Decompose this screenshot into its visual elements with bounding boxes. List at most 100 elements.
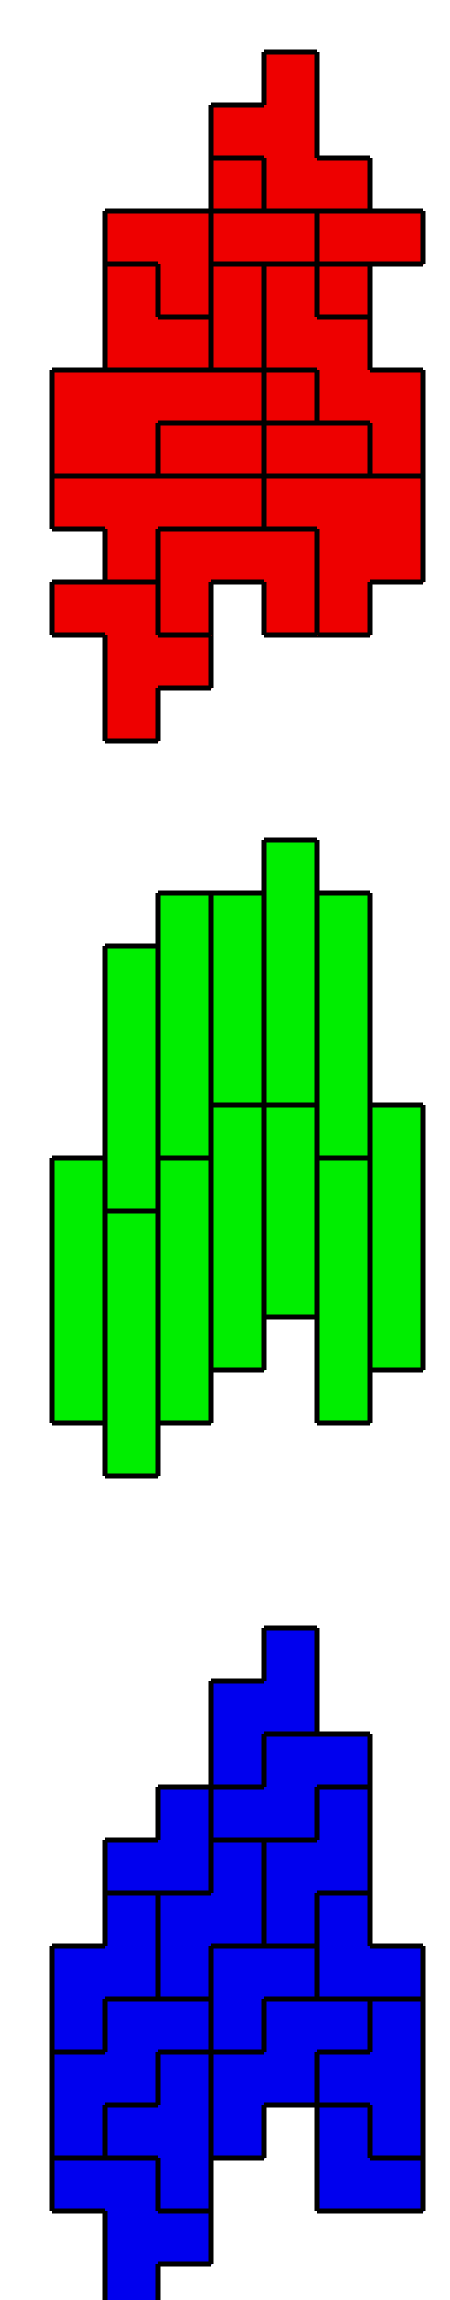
tile-cell (317, 582, 371, 636)
tile-cell (52, 476, 106, 530)
tile-cell (317, 1999, 371, 2053)
tile-cell (317, 158, 371, 212)
tile-cell (370, 1946, 424, 2000)
tile-cell (317, 1840, 371, 1894)
tile-cell (317, 1105, 371, 1159)
tile-cell (264, 1946, 318, 2000)
tile-cell (317, 211, 371, 265)
tile-cell (370, 529, 424, 583)
tile-cell (158, 582, 212, 636)
tile-cell (52, 423, 106, 477)
tile-cell (317, 1787, 371, 1841)
tile-cell (105, 1893, 159, 1947)
tile-cell (264, 370, 318, 424)
green-tiling-piece-9 (261, 1102, 320, 1320)
tile-cell (317, 476, 371, 530)
tile-cell (105, 370, 159, 424)
tile-cell (158, 2105, 212, 2159)
tile-cell (105, 1840, 159, 1894)
tile-cell (211, 1052, 265, 1106)
tile-cell (317, 1946, 371, 2000)
green-tiling-piece-2 (102, 943, 161, 1214)
tile-cell (158, 1158, 212, 1212)
tile-cell (52, 1999, 106, 2053)
tile-cell (211, 529, 265, 583)
tile-cell (211, 264, 265, 318)
green-tiling-piece-4 (155, 890, 214, 1161)
tile-cell (317, 1734, 371, 1788)
tile-cell (105, 1158, 159, 1212)
tile-cell (264, 1628, 318, 1682)
tile-cell (317, 1317, 371, 1371)
tile-cell (158, 1370, 212, 1424)
tile-cell (370, 1317, 424, 1371)
piece-outline (314, 2102, 426, 2214)
tile-cell (370, 423, 424, 477)
tile-cell (105, 2211, 159, 2265)
tile-cell (105, 688, 159, 742)
green-tiling-panel (49, 837, 426, 1479)
tile-cell (158, 264, 212, 318)
tile-cell (264, 211, 318, 265)
tile-cell (370, 211, 424, 265)
tile-cell (211, 1158, 265, 1212)
tile-cell (52, 1317, 106, 1371)
tile-cell (264, 1734, 318, 1788)
tile-cell (211, 1105, 265, 1159)
green-tiling-piece-5 (155, 1155, 214, 1426)
red-tiling-piece-14 (155, 526, 320, 638)
tile-cell (264, 840, 318, 894)
tile-cell (211, 423, 265, 477)
tile-cell (158, 1946, 212, 2000)
tile-cell (105, 1264, 159, 1318)
tile-cell (105, 1317, 159, 1371)
tile-cell (52, 582, 106, 636)
tile-cell (211, 370, 265, 424)
tile-cell (211, 1264, 265, 1318)
blue-tiling-piece-14 (49, 2155, 214, 2300)
tile-cell (158, 1787, 212, 1841)
tile-cell (264, 105, 318, 159)
blue-tiling-piece-9 (49, 1996, 214, 2161)
tile-cell (317, 999, 371, 1053)
tile-cell (264, 1105, 318, 1159)
piece-outline (155, 526, 320, 638)
tile-cell (370, 2158, 424, 2212)
tile-cell (105, 635, 159, 689)
tile-cell (317, 2105, 371, 2159)
tile-cell (264, 1840, 318, 1894)
red-tiling-piece-8 (49, 367, 267, 479)
red-tiling-panel (49, 49, 426, 744)
tile-cell (264, 423, 318, 477)
tile-cell (105, 1946, 159, 2000)
tile-cell (264, 1264, 318, 1318)
tile-cell (370, 1211, 424, 1265)
tile-cell (370, 370, 424, 424)
tile-cell (317, 1264, 371, 1318)
tile-cell (211, 1787, 265, 1841)
tile-cell (370, 1999, 424, 2053)
tile-cell (211, 1317, 265, 1371)
tile-cell (105, 529, 159, 583)
tile-cell (264, 999, 318, 1053)
green-tiling-piece-1 (49, 1155, 108, 1426)
green-tiling-piece-12 (367, 1102, 426, 1373)
green-tiling-piece-11 (314, 1155, 373, 1426)
tile-cell (264, 1787, 318, 1841)
tile-cell (264, 317, 318, 371)
tile-cell (158, 1105, 212, 1159)
tile-cell (264, 946, 318, 1000)
tile-cell (317, 264, 371, 318)
tile-cell (158, 370, 212, 424)
blue-tiling-piece-13 (314, 2102, 426, 2214)
tile-cell (158, 2211, 212, 2265)
tile-cell (211, 211, 265, 265)
tile-cell (211, 158, 265, 212)
tile-cell (264, 476, 318, 530)
tile-cell (211, 1893, 265, 1947)
tile-cell (158, 317, 212, 371)
tile-cell (105, 317, 159, 371)
tile-cell (264, 158, 318, 212)
tile-cell (264, 1052, 318, 1106)
tile-cell (211, 1734, 265, 1788)
